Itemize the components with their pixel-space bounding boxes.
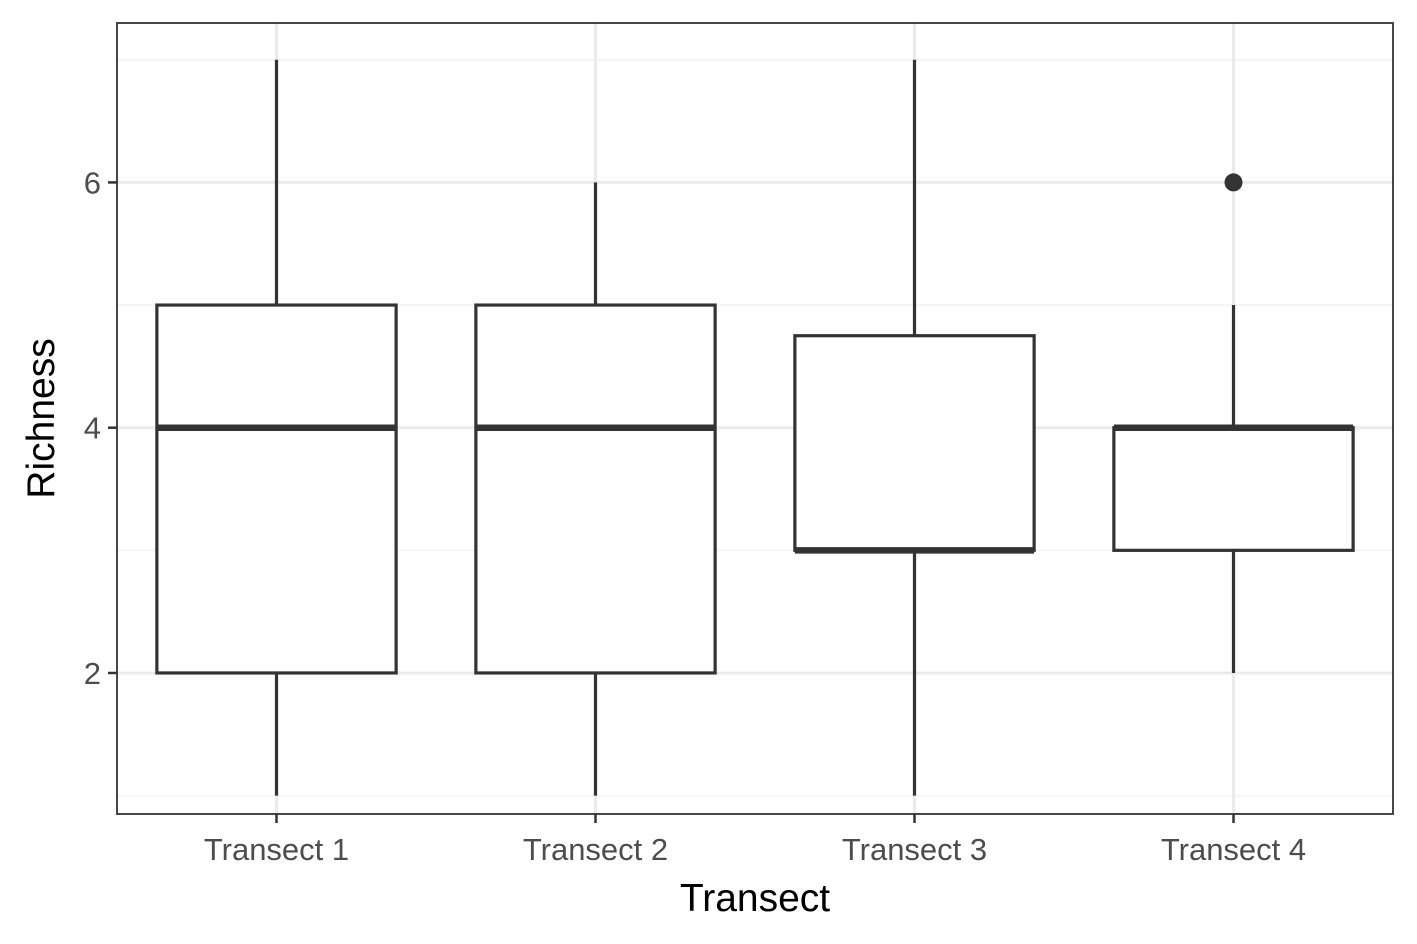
x-axis-title: Transect: [680, 877, 830, 920]
x-tick-label: Transect 3: [842, 832, 987, 867]
box-3: [793, 59, 1036, 796]
y-axis-title: Richness: [20, 338, 63, 498]
box-4: [1112, 173, 1355, 673]
x-tick-label: Transect 2: [523, 832, 668, 867]
panel-border: [116, 22, 1394, 815]
x-tick-label: Transect 1: [204, 832, 349, 867]
box-iqr: [1112, 426, 1355, 552]
outlier-point: [1224, 173, 1243, 192]
box-iqr: [155, 303, 398, 675]
x-tick-label: Transect 4: [1161, 832, 1306, 867]
y-tick-label: 2: [84, 656, 101, 691]
box-iqr: [474, 303, 717, 675]
box-layer: [155, 59, 1355, 796]
y-tick-label: 6: [84, 165, 101, 200]
box-1: [155, 59, 398, 796]
y-tick-label: 4: [84, 411, 101, 446]
box-2: [474, 182, 717, 796]
box-iqr: [793, 334, 1036, 552]
axis-layer: 2 4 6 Transect 1 Transect 2 Transect 3 Transec…: [84, 165, 1306, 867]
